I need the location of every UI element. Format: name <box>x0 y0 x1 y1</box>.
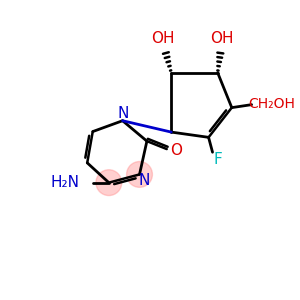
Circle shape <box>96 170 122 196</box>
Text: O: O <box>170 142 182 158</box>
Text: N: N <box>118 106 129 121</box>
Text: OH: OH <box>152 32 175 46</box>
Circle shape <box>127 161 152 187</box>
Text: F: F <box>213 152 222 167</box>
Text: OH: OH <box>210 32 233 46</box>
Text: N: N <box>139 173 150 188</box>
Text: CH₂OH: CH₂OH <box>248 97 295 111</box>
Text: H₂N: H₂N <box>50 175 79 190</box>
